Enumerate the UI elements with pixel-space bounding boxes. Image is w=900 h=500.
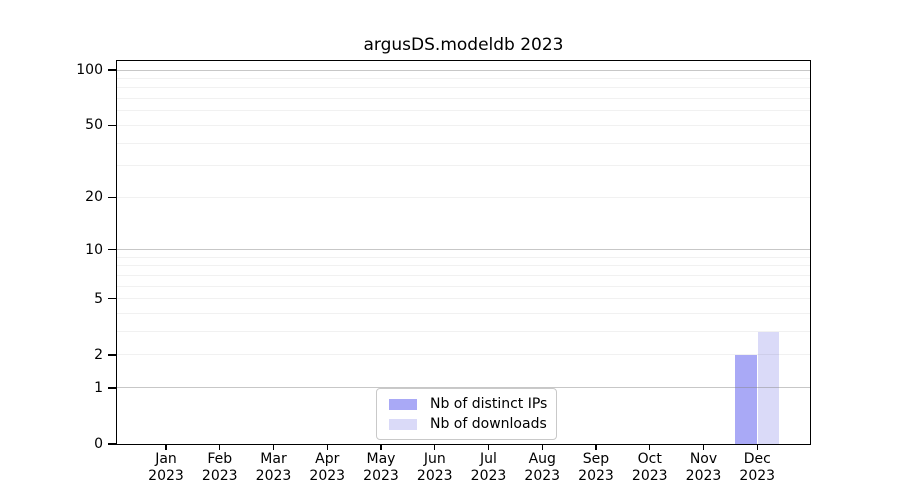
x-tick-label: Jun 2023 [416, 451, 453, 484]
bars-layer [117, 61, 810, 444]
legend: Nb of distinct IPs Nb of downloads [376, 388, 558, 440]
chart-title: argusDS.modeldb 2023 [363, 35, 564, 55]
x-tick-mark [541, 444, 543, 450]
x-tick-label: Jul 2023 [470, 451, 507, 484]
x-tick-label: Feb 2023 [201, 451, 238, 484]
x-tick-label: Jan 2023 [148, 451, 184, 484]
y-tick-mark [108, 387, 116, 389]
y-tick-label: 100 [76, 62, 103, 78]
legend-swatch-distinct-ips [389, 398, 417, 410]
x-tick-mark [326, 444, 328, 450]
x-tick-mark [434, 444, 436, 450]
y-tick-mark [108, 298, 116, 300]
x-tick-mark [165, 444, 167, 450]
legend-item-distinct-ips: Nb of distinct IPs [389, 395, 547, 413]
legend-item-downloads: Nb of downloads [389, 415, 547, 433]
x-tick-mark [595, 444, 597, 450]
y-tick-label: 50 [85, 117, 103, 134]
y-tick-mark [108, 124, 116, 127]
x-tick-label: Aug 2023 [524, 451, 561, 484]
y-tick-label: 2 [94, 346, 103, 363]
y-tick-label: 0 [94, 436, 103, 452]
plot-area: Nb of distinct IPs Nb of downloads [116, 60, 811, 445]
legend-swatch-downloads [389, 418, 417, 430]
y-tick-mark [108, 248, 116, 251]
y-tick-label: 5 [94, 290, 103, 307]
x-tick-label: Dec 2023 [739, 451, 776, 484]
x-tick-mark [272, 444, 275, 450]
x-tick-label: Oct 2023 [631, 451, 668, 484]
x-tick-mark [487, 444, 490, 450]
y-tick-mark [108, 69, 116, 71]
y-tick-label: 20 [85, 189, 103, 206]
legend-label-downloads: Nb of downloads [430, 416, 547, 432]
x-tick-mark [380, 444, 382, 450]
x-tick-label: Mar 2023 [255, 451, 292, 484]
bar-nb-of-downloads [757, 331, 780, 444]
x-tick-mark [219, 444, 221, 450]
x-tick-label: Sep 2023 [578, 451, 614, 484]
y-tick-mark [108, 354, 116, 356]
x-tick-label: May 2023 [363, 451, 399, 484]
y-tick-mark [108, 443, 116, 445]
x-tick-mark [649, 444, 651, 450]
legend-label-distinct-ips: Nb of distinct IPs [430, 396, 548, 412]
x-tick-mark [756, 444, 758, 450]
x-tick-label: Apr 2023 [309, 451, 346, 484]
y-tick-mark [108, 196, 116, 198]
y-tick-label: 10 [85, 241, 103, 258]
y-tick-label: 1 [94, 379, 103, 396]
x-tick-mark [702, 444, 705, 450]
bar-nb-of-distinct-ips [735, 355, 757, 444]
x-tick-label: Nov 2023 [685, 451, 722, 484]
